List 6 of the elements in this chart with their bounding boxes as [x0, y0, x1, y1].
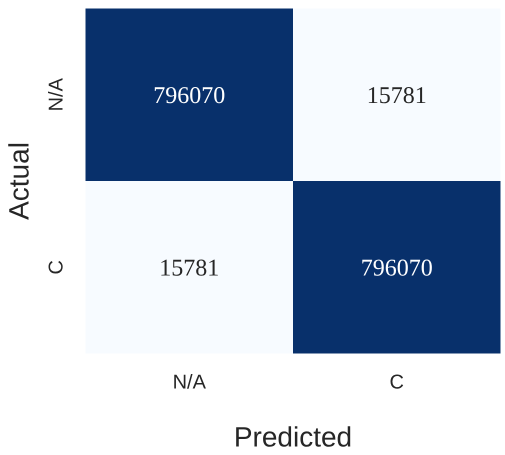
data-label: 15781	[366, 82, 427, 109]
data-label: 15781	[159, 255, 220, 282]
x-axis-title: Predicted	[234, 422, 352, 452]
data-label: 796070	[153, 82, 226, 109]
y-axis-title: Actual	[4, 142, 34, 220]
data-label: 796070	[360, 255, 433, 282]
